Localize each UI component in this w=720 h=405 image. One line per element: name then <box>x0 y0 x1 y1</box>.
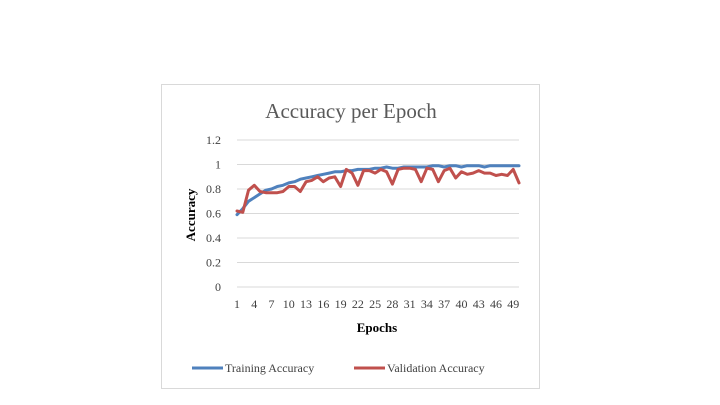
y-axis-title: Accuracy <box>183 188 198 241</box>
y-tick-label: 0 <box>215 280 221 294</box>
x-tick-label: 25 <box>369 297 381 311</box>
x-tick-label: 10 <box>283 297 295 311</box>
legend: Training Accuracy Validation Accuracy <box>192 361 485 375</box>
x-tick-label: 49 <box>507 297 519 311</box>
x-tick-label: 22 <box>352 297 364 311</box>
x-tick-label: 46 <box>490 297 502 311</box>
x-tick-label: 19 <box>335 297 347 311</box>
y-tick-label: 0.6 <box>206 207 221 221</box>
x-tick-label: 4 <box>251 297 257 311</box>
y-tick-label: 0.8 <box>206 182 221 196</box>
y-tick-label: 0.4 <box>206 231 221 245</box>
validation-accuracy-line <box>235 166 521 214</box>
x-axis-ticks: 1 4 7 10 13 16 19 22 25 28 31 34 37 40 43 46 49 <box>234 297 519 311</box>
x-tick-label: 28 <box>386 297 398 311</box>
gridlines <box>237 139 519 288</box>
training-accuracy-line <box>235 164 521 217</box>
x-tick-label: 1 <box>234 297 240 311</box>
x-axis-title: Epochs <box>357 320 397 335</box>
x-tick-label: 7 <box>269 297 275 311</box>
x-tick-label: 37 <box>438 297 450 311</box>
chart-title: Accuracy per Epoch <box>265 99 437 123</box>
x-tick-label: 40 <box>455 297 467 311</box>
y-tick-label: 0.2 <box>206 256 221 270</box>
x-tick-label: 34 <box>421 297 433 311</box>
x-tick-label: 31 <box>404 297 416 311</box>
y-axis-ticks: 0 0.2 0.4 0.6 0.8 1 1.2 <box>206 133 221 294</box>
x-tick-label: 13 <box>300 297 312 311</box>
validation-accuracy-legend-label: Validation Accuracy <box>387 361 485 375</box>
y-tick-label: 1 <box>215 158 221 172</box>
x-tick-label: 43 <box>473 297 485 311</box>
y-tick-label: 1.2 <box>206 133 221 147</box>
training-accuracy-legend-label: Training Accuracy <box>225 361 314 375</box>
series-lines <box>235 164 521 217</box>
x-tick-label: 16 <box>317 297 329 311</box>
